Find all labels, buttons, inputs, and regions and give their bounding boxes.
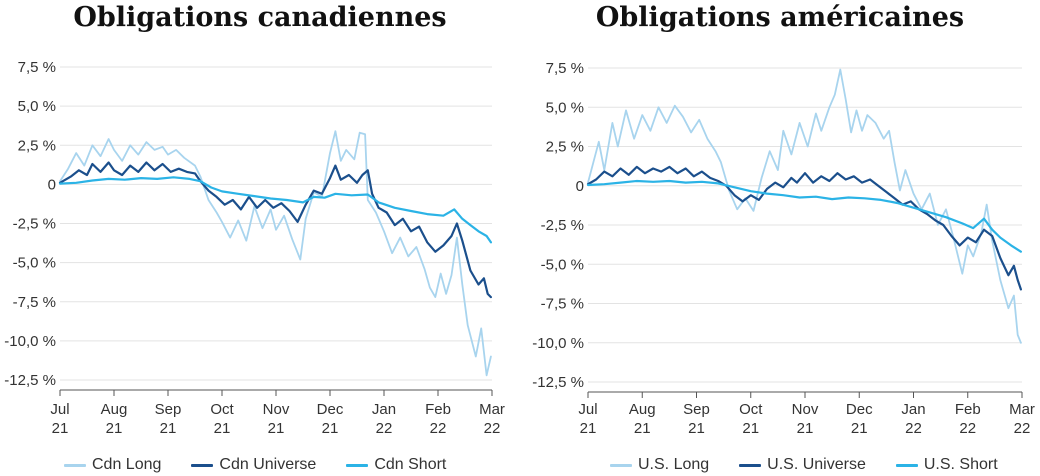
legend-label: Cdn Short bbox=[374, 456, 447, 473]
legend-swatch bbox=[739, 463, 762, 467]
legend-label: U.S. Long bbox=[638, 456, 710, 473]
x-tick-month: Nov bbox=[263, 401, 290, 418]
x-tick-year: 22 bbox=[1014, 420, 1031, 437]
x-tick-month: Jul bbox=[50, 401, 69, 418]
chart-legend: U.S. Long U.S. Universe U.S. Short bbox=[610, 456, 998, 474]
legend-swatch bbox=[610, 463, 632, 467]
y-tick-label: 7,5 % bbox=[18, 59, 56, 76]
y-tick-label: -10,0 % bbox=[532, 335, 584, 352]
x-tick-year: 22 bbox=[484, 420, 501, 437]
series-line bbox=[586, 165, 1022, 291]
y-tick-label: -12,5 % bbox=[4, 372, 56, 389]
x-tick-year: 22 bbox=[430, 420, 447, 437]
x-tick-month: Feb bbox=[425, 401, 451, 418]
x-tick-year: 21 bbox=[322, 420, 339, 437]
y-tick-label: -12,5 % bbox=[532, 374, 584, 391]
x-tick-year: 22 bbox=[905, 420, 922, 437]
series-line bbox=[587, 68, 1022, 344]
chart-legend: Cdn Long Cdn Universe Cdn Short bbox=[64, 456, 446, 474]
series-line bbox=[586, 179, 1022, 253]
line-chart-canadian: 7,5 % 5,0 % 2,5 % 0 -2,5 % -5,0 % -7,5 % -10,0 … bbox=[4, 59, 505, 437]
y-tick-label: 5,0 % bbox=[546, 99, 584, 116]
legend-swatch bbox=[346, 463, 369, 467]
x-tick-month: Aug bbox=[101, 401, 128, 418]
x-tick-year: 21 bbox=[851, 420, 868, 437]
legend-item: Cdn Short bbox=[346, 456, 446, 474]
x-tick-year: 21 bbox=[634, 420, 651, 437]
y-tick-label: -5,0 % bbox=[541, 256, 584, 273]
y-tick-label: 2,5 % bbox=[546, 139, 584, 156]
y-tick-label: 5,0 % bbox=[18, 98, 56, 115]
x-tick-month: Jul bbox=[578, 401, 597, 418]
legend-label: Cdn Universe bbox=[219, 456, 317, 473]
y-tick-label: -2,5 % bbox=[13, 216, 56, 233]
y-tick-label: -5,0 % bbox=[13, 255, 56, 272]
x-tick-year: 21 bbox=[52, 420, 69, 437]
x-tick-year: 21 bbox=[797, 420, 814, 437]
chart-panel-canadian: Obligations canadiennes 7,5 % 5,0 % 2,5 % 0… bbox=[4, 2, 505, 474]
series-line bbox=[58, 161, 492, 299]
x-tick-year: 21 bbox=[580, 420, 597, 437]
x-tick-year: 21 bbox=[160, 420, 177, 437]
legend-item: U.S. Universe bbox=[739, 456, 866, 474]
series-line bbox=[58, 176, 492, 244]
x-tick-year: 22 bbox=[376, 420, 393, 437]
legend-label: Cdn Long bbox=[92, 456, 162, 473]
line-chart-us: 7,5 % 5,0 % 2,5 % 0 -2,5 % -5,0 % -7,5 % -10,0 … bbox=[532, 60, 1035, 437]
legend-label: U.S. Short bbox=[923, 456, 998, 473]
x-tick-year: 21 bbox=[106, 420, 123, 437]
legend-label: U.S. Universe bbox=[767, 456, 866, 473]
x-tick-month: Sep bbox=[155, 401, 182, 418]
y-tick-label: -7,5 % bbox=[13, 294, 56, 311]
x-tick-month: Dec bbox=[846, 401, 873, 418]
x-tick-month: Mar bbox=[1009, 401, 1035, 418]
y-tick-label: 2,5 % bbox=[18, 137, 56, 154]
y-tick-label: -10,0 % bbox=[4, 333, 56, 350]
y-tick-label: 0 bbox=[576, 178, 584, 195]
x-tick-month: Mar bbox=[479, 401, 505, 418]
legend-item: Cdn Long bbox=[64, 456, 161, 474]
x-tick-year: 22 bbox=[959, 420, 976, 437]
legend-item: U.S. Long bbox=[610, 456, 709, 474]
series-line bbox=[59, 130, 492, 377]
x-tick-month: Jan bbox=[901, 401, 925, 418]
x-tick-month: Jan bbox=[372, 401, 396, 418]
x-tick-month: Nov bbox=[792, 401, 819, 418]
y-tick-label: -2,5 % bbox=[541, 217, 584, 234]
x-tick-month: Sep bbox=[683, 401, 710, 418]
x-tick-year: 21 bbox=[214, 420, 231, 437]
chart-title: Obligations américaines bbox=[595, 2, 965, 33]
y-tick-label: -7,5 % bbox=[541, 296, 584, 313]
legend-item: Cdn Universe bbox=[191, 456, 316, 474]
x-tick-month: Oct bbox=[739, 401, 763, 418]
chart-panel-us: Obligations américaines 7,5 % 5,0 % 2,5 % 0… bbox=[520, 0, 1040, 476]
y-tick-label: 0 bbox=[48, 176, 56, 193]
legend-swatch bbox=[191, 463, 214, 467]
legend-item: U.S. Short bbox=[895, 456, 998, 474]
x-tick-month: Oct bbox=[210, 401, 234, 418]
x-tick-year: 21 bbox=[742, 420, 759, 437]
x-tick-year: 21 bbox=[688, 420, 705, 437]
y-tick-label: 7,5 % bbox=[546, 60, 584, 77]
legend-swatch bbox=[895, 463, 918, 467]
x-tick-month: Dec bbox=[317, 401, 344, 418]
legend-swatch bbox=[64, 463, 86, 467]
x-tick-month: Feb bbox=[955, 401, 981, 418]
chart-title: Obligations canadiennes bbox=[73, 2, 447, 33]
x-tick-month: Aug bbox=[629, 401, 656, 418]
x-tick-year: 21 bbox=[268, 420, 285, 437]
